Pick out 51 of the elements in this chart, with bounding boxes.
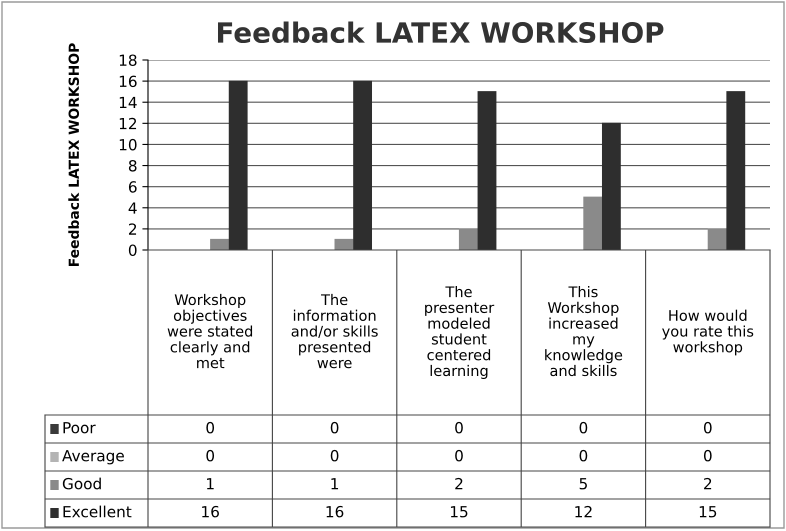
data-label: 0: [704, 450, 712, 462]
y-tick-label: 16: [120, 76, 137, 88]
data-label: 2: [455, 478, 462, 490]
y-tick-label: 18: [120, 54, 137, 66]
data-label: 0: [330, 422, 338, 434]
chart-title: Feedback LATEX WORKSHOP: [218, 22, 664, 44]
data-label: 0: [704, 422, 712, 434]
y-axis-title: Feedback LATEX WORKSHOP: [68, 43, 80, 266]
x-tick-label: How would you rate this workshop: [662, 310, 754, 356]
legend-label: Excellent: [64, 506, 132, 518]
bar: [708, 228, 727, 250]
x-tick-label: This Workshop increased my knowledge and skills: [545, 286, 622, 376]
legend-label: Average: [62, 450, 124, 464]
x-tick-label: Workshop objectives were stated clearly and met: [168, 294, 252, 368]
bar: [458, 228, 478, 250]
legend-label: Good: [62, 478, 101, 490]
data-label: 0: [455, 422, 463, 434]
bar: [602, 122, 621, 250]
bar: [583, 196, 602, 250]
data-label: 16: [202, 506, 219, 518]
data-label: 15: [450, 506, 468, 518]
data-label: 1: [331, 478, 338, 490]
data-label: 16: [326, 506, 344, 518]
y-tick-label: 0: [128, 244, 137, 256]
data-label: 2: [704, 478, 712, 490]
y-tick-label: 10: [120, 138, 137, 150]
y-tick-label: 4: [128, 202, 137, 214]
bar: [478, 91, 496, 250]
data-label: 0: [206, 450, 214, 462]
data-label: 0: [455, 450, 463, 462]
data-label: 5: [580, 478, 587, 490]
data-label: 1: [207, 478, 214, 490]
x-tick-label: The presenter modeled student centered learning: [425, 286, 494, 379]
y-tick-label: 8: [128, 160, 137, 172]
data-label: 0: [580, 422, 588, 434]
data-label: 12: [575, 506, 592, 518]
bar: [228, 80, 248, 250]
bar: [353, 80, 372, 250]
data-label: 15: [700, 506, 716, 518]
y-tick-label: 6: [128, 181, 137, 193]
x-tick-label: The information and/or skills presented were: [292, 294, 378, 368]
y-tick-label: 14: [120, 96, 137, 108]
legend-label: Poor: [64, 422, 96, 434]
data-label: 0: [580, 450, 588, 462]
data-label: 0: [330, 450, 338, 462]
bar: [334, 238, 354, 250]
y-tick-label: 2: [128, 223, 136, 235]
y-tick-label: 12: [120, 118, 136, 130]
bar: [726, 91, 746, 250]
bar: [210, 238, 229, 250]
data-label: 0: [206, 422, 214, 434]
